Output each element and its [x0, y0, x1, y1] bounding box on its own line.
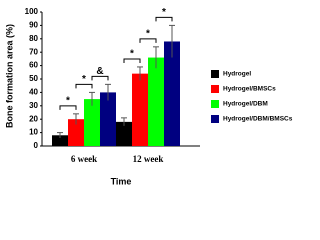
bracket: [155, 16, 173, 22]
x-tick-label: 12 week: [133, 154, 164, 164]
y-axis-label: Bone formation area (%): [4, 24, 14, 128]
bar: [68, 119, 84, 146]
y-tick-label: 70: [29, 47, 38, 56]
y-tick-label: 80: [29, 34, 38, 43]
annotation: *: [162, 7, 166, 18]
x-tick-label: 6 week: [71, 154, 97, 164]
bracket: [75, 83, 93, 89]
x-axis-label: Time: [111, 176, 132, 186]
legend-swatch: [211, 70, 219, 78]
bar: [132, 73, 148, 146]
annotation: *: [82, 74, 86, 85]
bracket: [139, 38, 157, 43]
bar: [100, 92, 116, 146]
y-tick-label: 60: [29, 61, 38, 70]
annotation: &: [96, 66, 103, 77]
y-tick-label: 40: [29, 88, 38, 97]
annotation: *: [130, 49, 134, 60]
y-tick-label: 30: [29, 101, 38, 110]
bracket: [123, 58, 141, 63]
bracket: [59, 105, 77, 110]
y-tick-label: 90: [29, 21, 38, 30]
legend-swatch: [211, 85, 219, 93]
legend-label: Hydrogel/BMSCs: [223, 86, 276, 93]
y-tick-label: 0: [34, 141, 39, 150]
bar: [52, 135, 68, 146]
legend-label: Hydrogel: [223, 71, 251, 78]
annotation: *: [66, 95, 70, 106]
legend-swatch: [211, 115, 219, 123]
chart: Bone formation area (%) Time 0 10 20 30 40 50…: [4, 7, 293, 186]
y-tick-label: 100: [25, 7, 39, 16]
annotation: *: [146, 28, 150, 39]
y-tick-label: 20: [29, 114, 38, 123]
y-tick-label: 50: [29, 74, 38, 83]
legend-label: Hydrogel/DBM/BMSCs: [223, 116, 293, 123]
y-tick-label: 10: [29, 128, 38, 137]
bar: [148, 57, 164, 147]
bar: [84, 99, 100, 146]
bar: [164, 41, 180, 147]
bracket: [91, 75, 109, 81]
legend-label: Hydrogel/DBM: [223, 101, 268, 108]
bar: [116, 121, 132, 146]
legend-swatch: [211, 100, 219, 108]
